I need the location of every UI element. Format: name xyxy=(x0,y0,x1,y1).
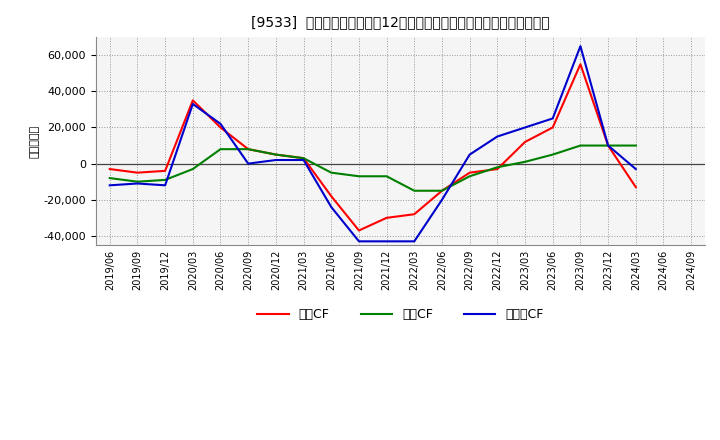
投資CF xyxy=(604,143,613,148)
Line: 営業CF: 営業CF xyxy=(109,64,636,231)
Y-axis label: （百万円）: （百万円） xyxy=(30,125,40,158)
投資CF xyxy=(244,147,253,152)
投資CF xyxy=(631,143,640,148)
投資CF xyxy=(189,166,197,172)
投資CF xyxy=(493,165,502,170)
フリーCF xyxy=(189,101,197,106)
フリーCF xyxy=(549,116,557,121)
フリーCF xyxy=(410,238,418,244)
投資CF xyxy=(216,147,225,152)
営業CF xyxy=(604,143,613,148)
投資CF xyxy=(410,188,418,193)
投資CF xyxy=(105,176,114,181)
フリーCF xyxy=(465,152,474,157)
投資CF xyxy=(133,179,142,184)
営業CF xyxy=(300,156,308,161)
営業CF xyxy=(271,152,280,157)
フリーCF xyxy=(604,143,613,148)
フリーCF xyxy=(493,134,502,139)
フリーCF xyxy=(382,238,391,244)
営業CF xyxy=(355,228,364,233)
営業CF xyxy=(327,194,336,199)
投資CF xyxy=(327,170,336,175)
フリーCF xyxy=(161,183,169,188)
フリーCF xyxy=(521,125,529,130)
営業CF xyxy=(549,125,557,130)
投資CF xyxy=(465,174,474,179)
Legend: 営業CF, 投資CF, フリーCF: 営業CF, 投資CF, フリーCF xyxy=(252,303,549,326)
Title: [9533]  キャッシュフローの12か月移動合計の対前年同期増減額の推移: [9533] キャッシュフローの12か月移動合計の対前年同期増減額の推移 xyxy=(251,15,550,29)
投資CF xyxy=(355,174,364,179)
投資CF xyxy=(438,188,446,193)
フリーCF xyxy=(105,183,114,188)
営業CF xyxy=(465,170,474,175)
Line: 投資CF: 投資CF xyxy=(109,146,636,191)
フリーCF xyxy=(631,166,640,172)
フリーCF xyxy=(271,158,280,163)
営業CF xyxy=(105,166,114,172)
営業CF xyxy=(161,168,169,173)
フリーCF xyxy=(355,238,364,244)
Line: フリーCF: フリーCF xyxy=(109,46,636,241)
フリーCF xyxy=(327,204,336,209)
フリーCF xyxy=(216,121,225,127)
営業CF xyxy=(521,139,529,145)
投資CF xyxy=(382,174,391,179)
営業CF xyxy=(244,147,253,152)
営業CF xyxy=(133,170,142,175)
フリーCF xyxy=(438,197,446,202)
投資CF xyxy=(161,177,169,183)
営業CF xyxy=(631,184,640,190)
営業CF xyxy=(410,212,418,217)
フリーCF xyxy=(244,161,253,166)
営業CF xyxy=(189,98,197,103)
営業CF xyxy=(382,215,391,220)
フリーCF xyxy=(576,44,585,49)
営業CF xyxy=(493,166,502,172)
営業CF xyxy=(216,125,225,130)
フリーCF xyxy=(300,158,308,163)
投資CF xyxy=(576,143,585,148)
フリーCF xyxy=(133,181,142,186)
営業CF xyxy=(438,188,446,193)
投資CF xyxy=(300,156,308,161)
営業CF xyxy=(576,62,585,67)
投資CF xyxy=(271,152,280,157)
投資CF xyxy=(549,152,557,157)
投資CF xyxy=(521,159,529,165)
